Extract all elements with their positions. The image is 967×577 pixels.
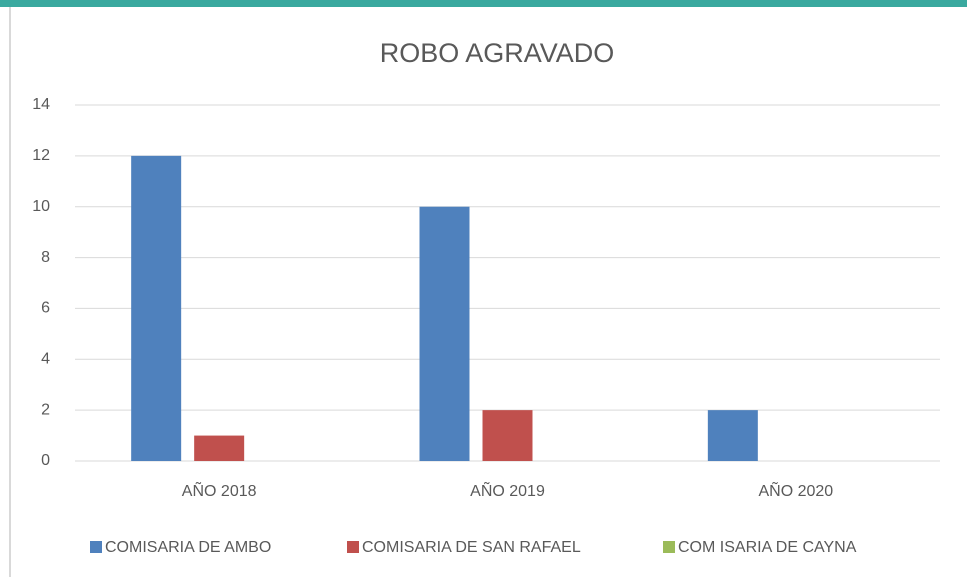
bar: [707, 410, 758, 461]
legend-label: COMISARIA DE AMBO: [105, 539, 271, 556]
legend-swatch: [90, 541, 102, 553]
x-tick-label: AÑO 2019: [470, 480, 545, 500]
legend-label: COM ISARIA DE CAYNA: [678, 539, 857, 556]
bar: [482, 410, 533, 461]
y-tick-label: 8: [41, 249, 50, 266]
y-tick-label: 2: [41, 401, 50, 418]
y-tick-label: 4: [41, 351, 50, 368]
legend-swatch: [663, 541, 675, 553]
bar: [419, 206, 470, 461]
y-tick-label: 6: [41, 300, 50, 317]
y-tick-label: 10: [32, 198, 50, 215]
bar: [194, 435, 245, 461]
y-tick-label: 14: [32, 96, 50, 113]
x-tick-label: AÑO 2020: [758, 480, 833, 500]
x-tick-label: AÑO 2018: [182, 480, 257, 500]
chart-title: ROBO AGRAVADO: [380, 38, 615, 68]
top-bar: [0, 0, 967, 7]
y-tick-label: 0: [41, 452, 50, 469]
legend-label: COMISARIA DE SAN RAFAEL: [362, 539, 581, 556]
y-tick-label: 12: [32, 147, 50, 164]
bar: [131, 155, 182, 461]
legend-swatch: [347, 541, 359, 553]
